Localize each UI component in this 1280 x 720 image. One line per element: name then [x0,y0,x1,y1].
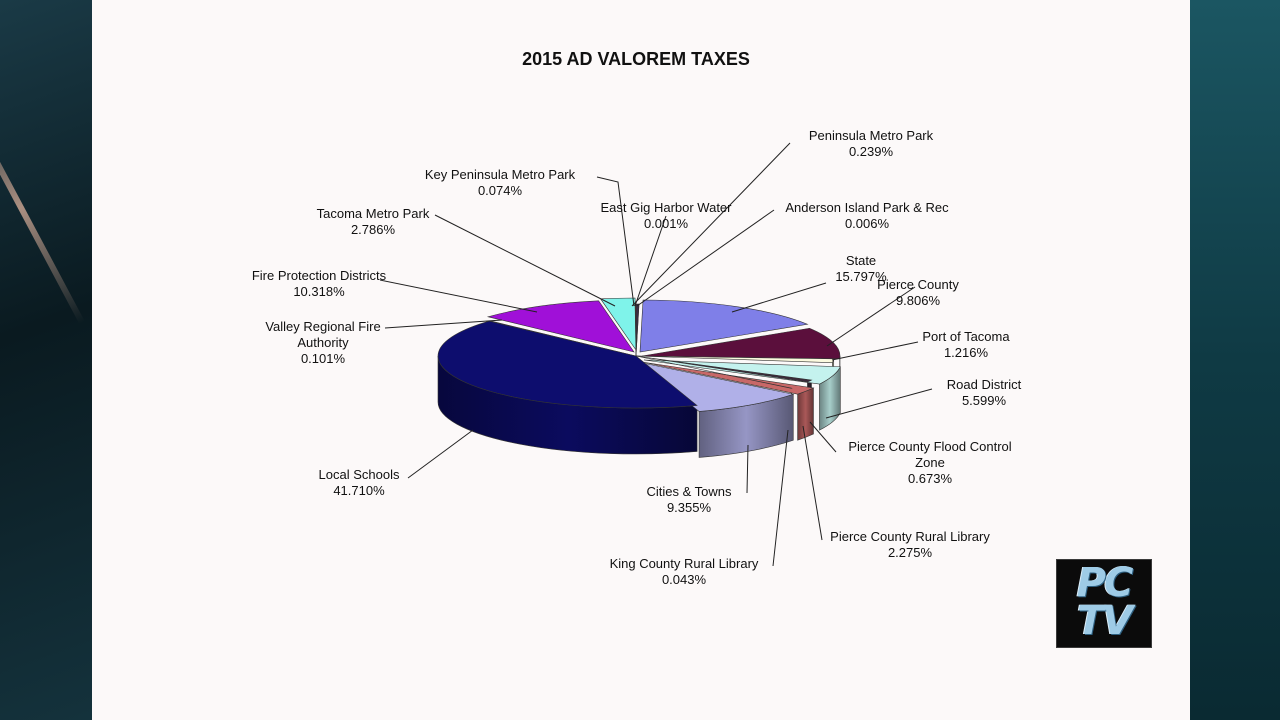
slice-value-label: 2.786% [351,222,396,237]
leader-line [731,282,827,313]
leader-line [384,319,503,329]
pie-slice [635,355,793,389]
leader-line [826,286,916,347]
logo-line-1: PC [1076,560,1134,606]
slice-name-label: Zone [915,455,945,470]
pie-slice [486,300,635,353]
slice-name-label: Authority [297,335,349,350]
slice-name-label: East Gig Harbor Water [600,200,732,215]
pie-slice [637,361,795,412]
slice-name-label: Key Peninsula Metro Park [425,167,576,182]
slice-label: Pierce County 9.806% [877,277,959,308]
slice-name-label: Tacoma Metro Park [317,206,430,221]
slice-name-label: Fire Protection Districts [252,268,387,283]
slice-name-label: Anderson Island Park & Rec [785,200,949,215]
background-right [1190,0,1280,720]
pie-slice [635,355,835,364]
slice-name-label: Pierce County [877,277,959,292]
pie-slice [641,361,815,395]
slice-value-label: 0.673% [908,471,953,486]
leader-line [634,215,667,307]
leader-line [825,388,933,419]
light-streak [0,91,85,324]
slice-value-label: 0.101% [301,351,346,366]
slice-side [797,387,814,441]
slice-value-label: 0.239% [849,144,894,159]
leader-line [434,214,616,307]
slice-name-label: State [846,253,876,268]
slice-name-label: King County Rural Library [610,556,759,571]
slice-label: Fire Protection Districts 10.318% [252,268,387,299]
pie-chart: 2015 AD VALOREM TAXES Peninsula Metro Pa… [252,49,1022,587]
slice-name-label: Port of Tacoma [922,329,1010,344]
leader-line [379,279,538,313]
slice-value-label: 0.006% [845,216,890,231]
slice-value-label: 1.216% [944,345,989,360]
slice-value-label: 2.275% [888,545,933,560]
leader-line [631,142,791,307]
slice-value-label: 0.001% [644,216,689,231]
slice-value-label: 0.074% [478,183,523,198]
slice-value-label: 15.797% [835,269,887,284]
leader-line [407,429,474,479]
slice-label: Pierce County Flood Control Zone 0.673% [848,439,1011,486]
leader-line [809,421,837,453]
slice-value-label: 5.599% [962,393,1007,408]
leader-line [802,425,823,541]
leader-line [746,444,749,494]
slice-label: King County Rural Library 0.043% [610,556,759,587]
slice-name-label: Local Schools [319,467,400,482]
slice-label: Valley Regional Fire Authority 0.101% [265,319,380,366]
slice-label: Key Peninsula Metro Park 0.074% [425,167,576,198]
slice-label: Anderson Island Park & Rec 0.006% [785,200,949,231]
slice-label: Port of Tacoma 1.216% [922,329,1010,360]
slice-label: Tacoma Metro Park 2.786% [317,206,430,237]
slice-name-label: Cities & Towns [646,484,732,499]
slice-name-label: Peninsula Metro Park [809,128,934,143]
leader-line [831,341,919,361]
slice-name-label: Valley Regional Fire [265,319,380,334]
slice-label: State 15.797% [835,253,887,284]
leader-line [596,176,635,307]
leader-line [636,209,775,307]
slice-name-label: Pierce County Flood Control [848,439,1011,454]
slice-name-label: Pierce County Rural Library [830,529,990,544]
slice-value-label: 9.355% [667,500,712,515]
slice-value-label: 0.043% [662,572,707,587]
slice-label: Peninsula Metro Park 0.239% [809,128,934,159]
pctv-logo: PC TV [1056,559,1152,648]
slice-label: Local Schools 41.710% [319,467,400,498]
pie-slice [639,299,809,353]
leader-line [772,429,789,567]
slice-label: Cities & Towns 9.355% [646,484,732,515]
slice-label: Road District 5.599% [947,377,1022,408]
pie-slice [641,327,841,360]
slide: 2015 AD VALOREM TAXES Peninsula Metro Pa… [92,0,1190,720]
chart-title: 2015 AD VALOREM TAXES [522,49,750,69]
slice-value-label: 41.710% [333,483,385,498]
slice-value-label: 9.806% [896,293,941,308]
slice-label: East Gig Harbor Water 0.001% [600,200,732,231]
pie-slice [437,320,698,409]
logo-line-2: TV [1076,598,1133,644]
slice-value-label: 10.318% [293,284,345,299]
slice-name-label: Road District [947,377,1022,392]
pie-slice [635,355,813,383]
background-left [0,0,92,720]
slice-label: Pierce County Rural Library 2.275% [830,529,990,560]
